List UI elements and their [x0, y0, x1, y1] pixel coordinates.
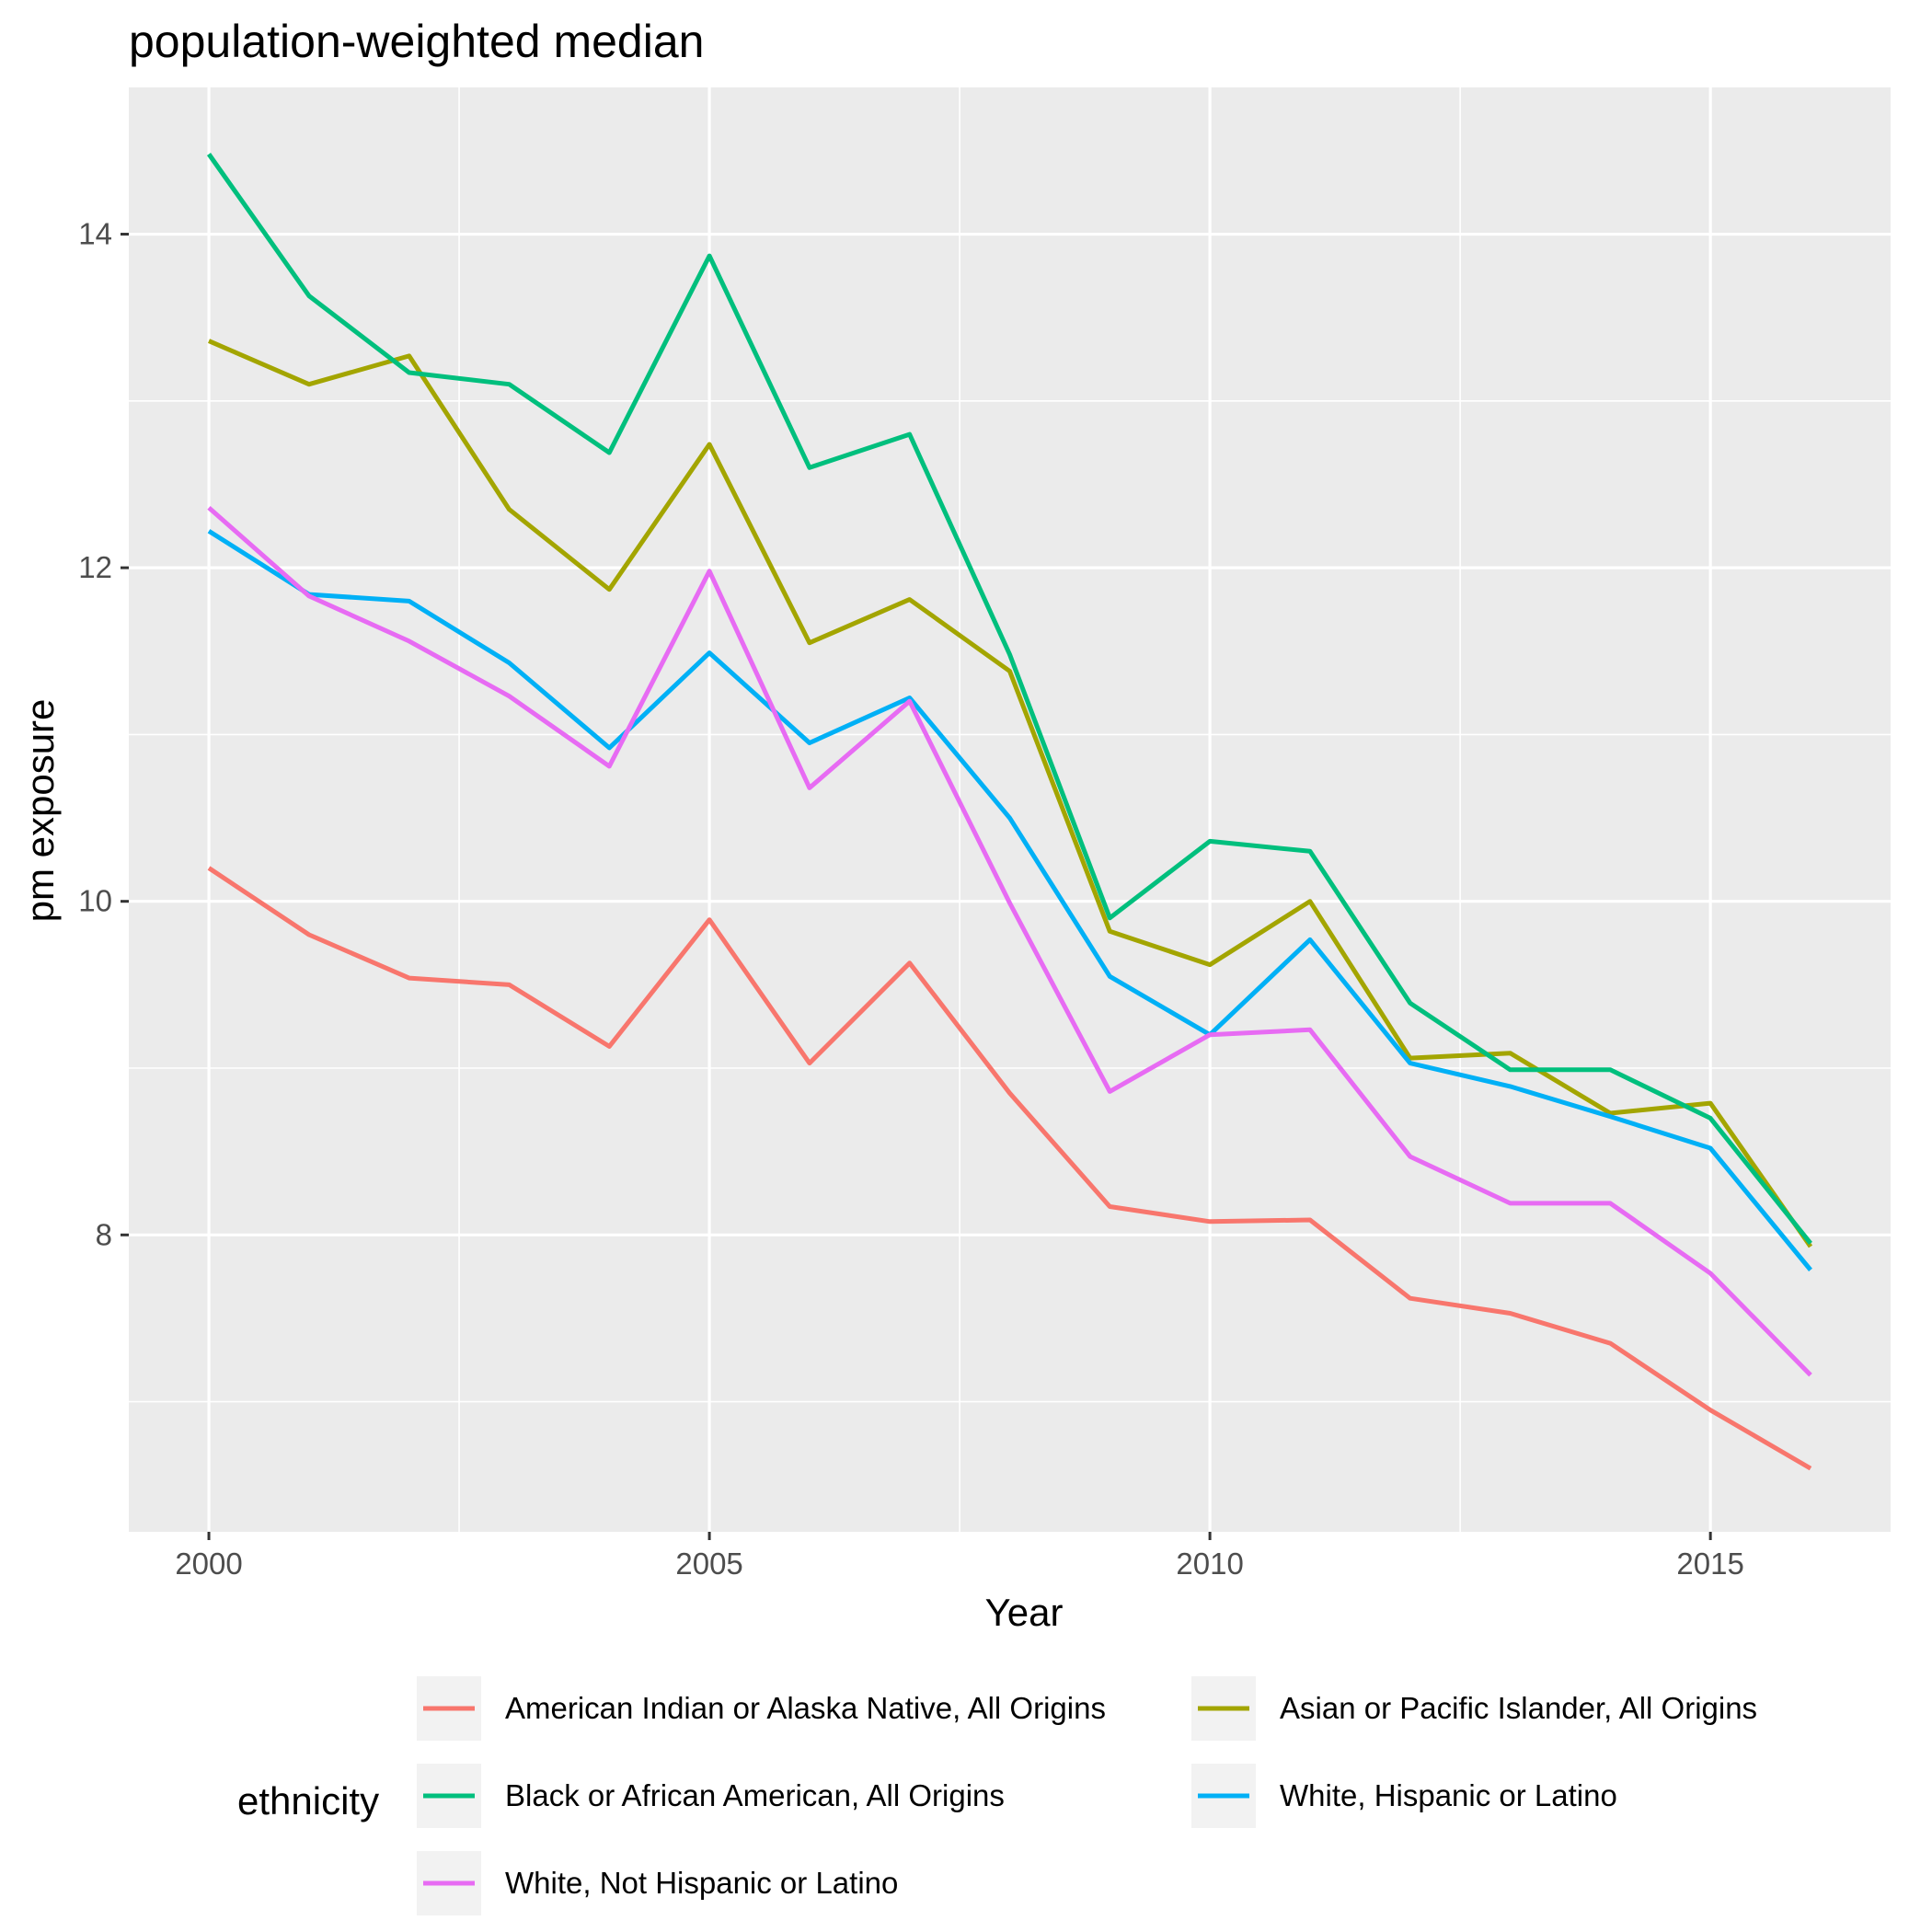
- legend-label: Black or African American, All Origins: [505, 1778, 1005, 1812]
- legend-label: American Indian or Alaska Native, All Or…: [505, 1691, 1106, 1725]
- x-tick-label: 2010: [1176, 1547, 1243, 1581]
- y-tick-label: 10: [78, 884, 112, 918]
- series-line-4: [207, 529, 1812, 1271]
- y-axis: 8 10 12 14: [78, 217, 129, 1251]
- x-axis-title: Year: [985, 1591, 1064, 1634]
- y-tick-label: 14: [78, 217, 112, 251]
- legend: ethnicity American Indian or Alaska Nati…: [237, 1676, 1757, 1915]
- y-tick-label: 8: [96, 1217, 112, 1251]
- series-lines: [206, 153, 1813, 1471]
- minor-gridlines: [129, 87, 1891, 1532]
- x-tick-label: 2000: [175, 1547, 242, 1581]
- legend-label: Asian or Pacific Islander, All Origins: [1280, 1691, 1757, 1725]
- series-line-3: [206, 153, 1812, 1245]
- x-axis: 2000 2005 2010 2015: [175, 1532, 1744, 1581]
- plot-panel: [129, 87, 1891, 1532]
- legend-label: White, Hispanic or Latino: [1280, 1778, 1617, 1812]
- major-gridlines: [129, 87, 1891, 1532]
- y-tick-label: 12: [78, 550, 112, 584]
- chart-title: population-weighted median: [129, 16, 704, 67]
- y-axis-title: pm exposure: [18, 699, 62, 923]
- series-line-5: [207, 506, 1812, 1377]
- x-tick-label: 2015: [1676, 1547, 1743, 1581]
- legend-title: ethnicity: [237, 1779, 379, 1823]
- x-tick-label: 2005: [675, 1547, 742, 1581]
- legend-label: White, Not Hispanic or Latino: [505, 1866, 898, 1900]
- series-line-2: [208, 339, 1813, 1248]
- series-line-1: [207, 866, 1812, 1471]
